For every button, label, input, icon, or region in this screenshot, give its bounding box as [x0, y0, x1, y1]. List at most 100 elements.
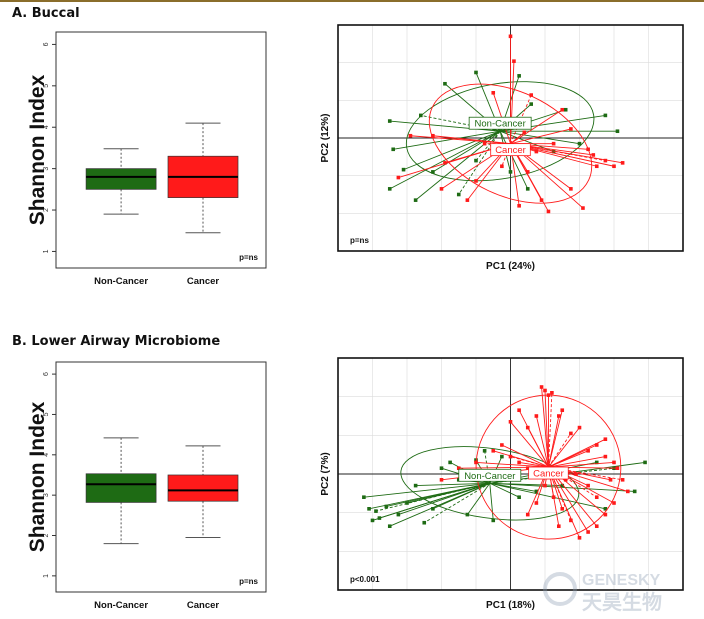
point-cancer [539, 198, 544, 202]
point-cancer [563, 478, 568, 482]
point-cancer [431, 133, 435, 138]
point-non-cancer [615, 129, 620, 134]
spoke-cancer [548, 410, 563, 468]
centroid-label-cancer: Cancer [533, 469, 564, 480]
point-cancer [569, 431, 573, 436]
section-title-b: B. Lower Airway Microbiome [12, 334, 221, 349]
x-category-label: Cancer [187, 600, 220, 611]
point-non-cancer [374, 509, 378, 513]
point-non-cancer [448, 460, 452, 465]
box-non-cancer [85, 168, 157, 190]
spoke-cancer [548, 466, 597, 498]
spoke-cancer [510, 109, 563, 145]
point-cancer [508, 34, 513, 39]
point-cancer [500, 164, 504, 169]
x-axis-label: PC1 (18%) [486, 600, 535, 611]
point-non-cancer [491, 518, 496, 523]
point-non-cancer [482, 449, 487, 453]
point-cancer [491, 91, 496, 95]
point-cancer [439, 187, 444, 191]
pca-plot-lower-airway: Non-Cancer Cancer PC1 (18%) PC2 (7%) p<0.001 [320, 357, 684, 611]
spoke-cancer [519, 461, 549, 468]
point-cancer [465, 198, 470, 202]
y-tick-label: 5 [43, 412, 50, 416]
point-non-cancer [405, 501, 409, 505]
spoke-cancer [548, 392, 553, 468]
point-cancer [569, 187, 573, 191]
point-non-cancer [603, 113, 608, 118]
point-non-cancer [377, 516, 382, 520]
box-plot-lower-airway: 1 2 3 4 5 6 Shannon Index Non-Cancer Cancer p=ns [26, 361, 267, 611]
point-non-cancer [391, 147, 395, 152]
point-non-cancer [560, 483, 565, 488]
point-cancer [626, 489, 630, 494]
y-tick-label: 3 [43, 493, 50, 497]
point-cancer [546, 209, 551, 214]
point-cancer [474, 179, 478, 183]
point-non-cancer [551, 149, 556, 154]
spoke-non-cancer [375, 482, 490, 512]
spoke-non-cancer [489, 483, 494, 521]
spoke-non-cancer [420, 114, 501, 132]
centroid-label-cancer: Cancer [495, 145, 526, 156]
point-cancer [577, 536, 582, 540]
point-cancer [517, 408, 521, 412]
point-cancer [615, 466, 620, 470]
point-cancer [612, 501, 616, 505]
point-cancer [550, 391, 554, 395]
point-non-cancer [422, 520, 427, 525]
point-cancer [491, 449, 496, 453]
genesky-watermark: GENESKY 天昊生物 [540, 565, 700, 615]
point-non-cancer [529, 102, 533, 106]
point-non-cancer [517, 495, 521, 499]
plot-frame [337, 24, 684, 252]
spoke-cancer [535, 415, 549, 468]
point-non-cancer [643, 460, 647, 465]
point-cancer [594, 443, 599, 447]
point-non-cancer [474, 158, 478, 163]
point-cancer [443, 161, 447, 165]
point-cancer [539, 385, 544, 389]
genesky-logo-icon [543, 572, 577, 606]
spoke-non-cancer [489, 482, 606, 510]
y-tick-label: 1 [43, 574, 50, 578]
point-cancer [594, 164, 599, 169]
point-non-cancer [413, 483, 418, 488]
centroid-label-box [490, 143, 531, 157]
point-non-cancer [500, 454, 504, 459]
spoke-non-cancer [403, 130, 501, 171]
point-cancer [569, 127, 573, 131]
y-axis-label: Shannon Index [26, 74, 49, 225]
point-non-cancer [508, 170, 513, 174]
centroid-label-non-cancer: Non-Cancer [475, 119, 526, 130]
y-tick-label: 1 [43, 249, 50, 253]
plot-frame [55, 31, 267, 269]
point-non-cancer [439, 466, 444, 470]
centroid-label-non-cancer: Non-Cancer [464, 471, 515, 482]
point-non-cancer [362, 495, 366, 499]
p-value-annotation: p=ns [239, 253, 258, 262]
y-tick-label: 6 [43, 42, 50, 46]
y-tick-label: 3 [43, 167, 50, 171]
spoke-non-cancer [406, 482, 490, 504]
spoke-non-cancer [467, 483, 491, 515]
p-value-annotation: p<0.001 [350, 575, 380, 584]
x-category-label: Non-Cancer [94, 276, 148, 287]
plot-frame [337, 357, 684, 591]
p-value-annotation: p=ns [239, 577, 258, 586]
plot-frame [55, 361, 267, 593]
point-non-cancer [577, 141, 582, 146]
centroid-label-box [458, 468, 522, 482]
top-rule [0, 0, 704, 2]
section-title-a: A. Buccal [12, 6, 80, 21]
ellipse-cancer [475, 394, 622, 540]
point-non-cancer [443, 81, 447, 86]
y-axis-label: PC2 (12%) [320, 114, 331, 163]
ellipse-non-cancer [400, 446, 580, 521]
point-cancer [620, 161, 625, 165]
point-cancer [508, 420, 513, 424]
point-cancer [529, 93, 533, 97]
spoke-non-cancer [432, 482, 490, 510]
spoke-cancer [527, 427, 549, 468]
point-cancer [543, 388, 547, 393]
